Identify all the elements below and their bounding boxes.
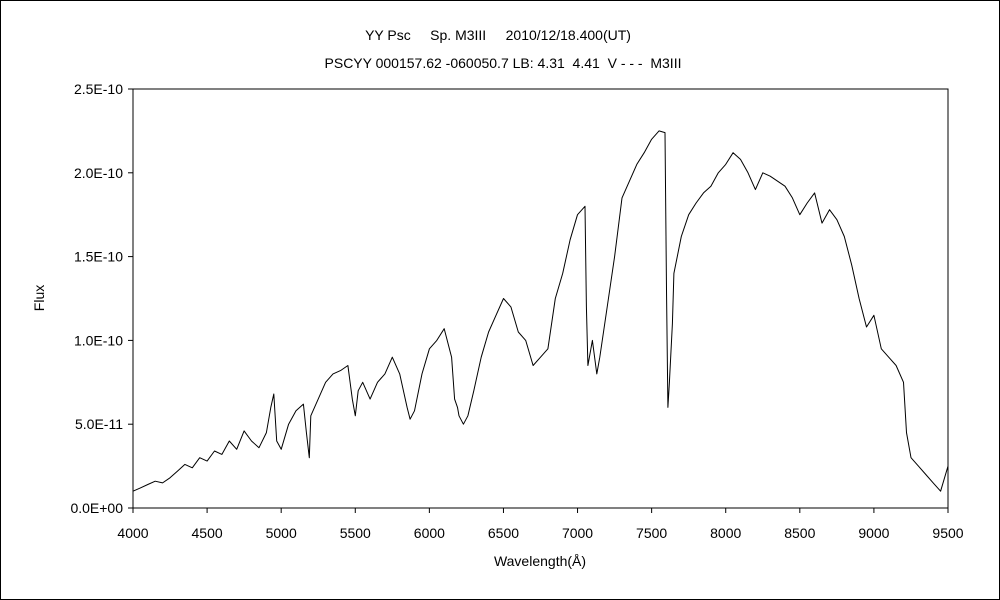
- y-axis-label: Flux: [31, 285, 47, 311]
- y-tick-label: 0.0E+00: [70, 500, 123, 516]
- chart-title: YY Psc Sp. M3III 2010/12/18.400(UT): [365, 27, 631, 43]
- x-axis: 4000 4500 5000 5500 6000 6500 7000 7500 8000 8500…: [117, 508, 964, 541]
- y-tick-label: 5.0E-11: [75, 416, 123, 432]
- x-tick-label: 4500: [192, 525, 223, 541]
- y-tick-label: 1.0E-10: [74, 332, 123, 348]
- chart-subtitle: PSCYY 000157.62 -060050.7 LB: 4.31 4.41 …: [325, 55, 682, 71]
- x-tick-label: 5000: [266, 525, 297, 541]
- x-tick-label: 5500: [340, 525, 371, 541]
- y-axis: 0.0E+00 5.0E-11 1.0E-10 1.5E-10 2.0E-10 2.5E-…: [70, 81, 133, 516]
- x-tick-label: 7500: [636, 525, 667, 541]
- series-group: [132, 130, 949, 492]
- x-tick-label: 6500: [488, 525, 519, 541]
- x-tick-label: 6000: [414, 525, 445, 541]
- x-axis-label: Wavelength(Å): [494, 553, 586, 569]
- x-tick-label: 8000: [710, 525, 741, 541]
- x-tick-label: 8500: [784, 525, 815, 541]
- x-tick-label: 4000: [117, 525, 148, 541]
- x-tick-label: 9500: [932, 525, 963, 541]
- x-tick-label: 7000: [562, 525, 593, 541]
- y-tick-label: 2.5E-10: [74, 81, 123, 97]
- x-tick-label: 9000: [858, 525, 889, 541]
- spectrum-line: [132, 130, 949, 492]
- plot-area: [132, 88, 949, 509]
- y-tick-label: 2.0E-10: [74, 165, 123, 181]
- y-tick-label: 1.5E-10: [74, 249, 123, 265]
